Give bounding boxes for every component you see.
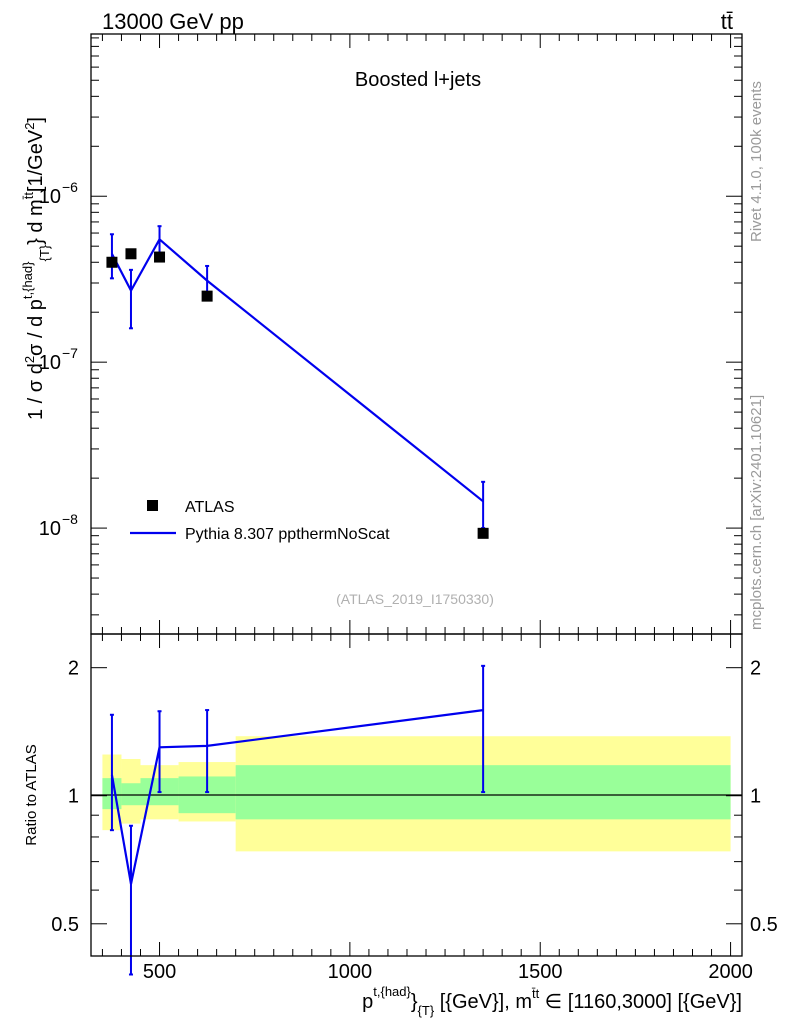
main-y-tick-exponent: −6: [62, 179, 78, 195]
atlas-data-point: [477, 527, 489, 539]
main-y-tick-exponent: −8: [62, 511, 78, 527]
ratio-panel: 0.5 0.5 1 1 2 2 500 1000 1500 2000 Ratio to ATLAS…: [23, 633, 778, 1018]
header-right: tt̄: [721, 9, 733, 34]
ratio-y-tick-label-right: 0.5: [750, 914, 778, 936]
analysis-label: (ATLAS_2019_I1750330): [336, 591, 494, 607]
ratio-y-tick-label-left: 2: [68, 658, 79, 680]
ratio-y-tick-label-right: 2: [750, 658, 761, 680]
atlas-data-point: [154, 251, 166, 263]
main-y-tick-label: 10: [39, 518, 61, 540]
xlabel-sub-t: {T}: [418, 1003, 435, 1018]
ylabel-sup-tt: t̄t: [21, 192, 36, 200]
atlas-data-point: [125, 248, 137, 260]
legend: ATLAS Pythia 8.307 ppthermNoScat: [130, 499, 390, 543]
ylabel-sub-t: {T}: [37, 244, 52, 261]
ylabel-unit-end: ]: [25, 117, 47, 123]
x-tick-label: 2000: [708, 961, 753, 983]
x-tick-label: 1500: [518, 961, 563, 983]
header-left: 13000 GeV pp: [102, 9, 244, 34]
ratio-y-tick-label-left: 0.5: [51, 914, 79, 936]
ratio-y-tick-label-right: 1: [750, 786, 761, 808]
main-y-tick-label: 10: [39, 352, 61, 374]
ylabel-brace: } d m: [25, 199, 47, 245]
xlabel-tail: ∈ [1160,3000] [{GeV}]: [539, 991, 742, 1013]
main-plot-frame: [90, 33, 743, 635]
legend-atlas-marker: [147, 500, 158, 511]
ylabel-unit-sup: 2: [22, 123, 37, 130]
atlas-data-point: [201, 290, 213, 302]
x-axis-label: pt,{had}}{T} [{GeV}], mt̄t ∈ [1160,3000]…: [362, 984, 742, 1018]
ratio-y-tick-label-left: 1: [68, 786, 79, 808]
xlabel-p: p: [362, 991, 373, 1013]
main-y-tick-exponent: −7: [62, 345, 78, 361]
ratio-series-line: [110, 709, 484, 885]
xlabel-brace: }: [411, 991, 418, 1013]
xlabel-mid: [{GeV}], m: [434, 991, 532, 1013]
pythia-series-line: [110, 237, 484, 503]
ratio-green-band: [121, 783, 141, 806]
xlabel-sup-tt: t̄t: [532, 986, 540, 1001]
ylabel-unit: [1/GeV: [25, 129, 47, 192]
legend-atlas-label: ATLAS: [185, 499, 235, 516]
x-tick-label: 500: [143, 961, 176, 983]
ylabel-sup-had: t,{had}: [20, 261, 35, 299]
legend-pythia-label: Pythia 8.307 ppthermNoScat: [185, 526, 390, 543]
ratio-y-axis-label: Ratio to ATLAS: [23, 744, 40, 845]
source-label: mcplots.cern.ch [arXiv:2401.10621]: [748, 395, 765, 630]
xlabel-sup-had: t,{had}: [373, 984, 411, 999]
atlas-data-point: [106, 256, 118, 268]
ratio-plot-frame: [90, 633, 743, 957]
main-y-axis-label: 1 / σ d2σ / d pt,{had}{T}} d mt̄t[1/GeV2…: [20, 117, 52, 420]
x-tick-label: 1000: [328, 961, 373, 983]
main-y-tick-label: 10: [39, 186, 61, 208]
main-panel: 10−810−710−6 Boosted l+jets (ATLAS_2019_…: [20, 33, 743, 635]
ylabel-head: 1 / σ d: [25, 363, 47, 420]
ylabel-mid: σ / d p: [25, 299, 47, 356]
rivet-version-label: Rivet 4.1.0, 100k events: [748, 81, 765, 242]
chart-title: Boosted l+jets: [355, 69, 481, 91]
ylabel-sup2: 2: [22, 356, 37, 363]
